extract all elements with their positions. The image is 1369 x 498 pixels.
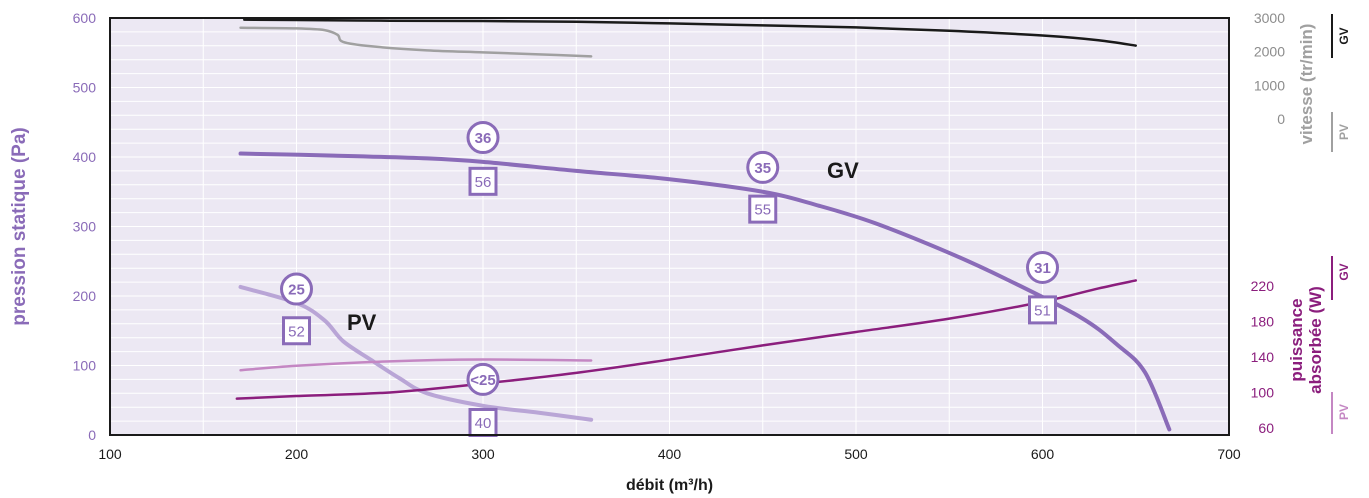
power-tick-label: 60 — [1258, 420, 1274, 436]
noise-marker: 55 — [748, 194, 778, 224]
y-tick-label: 200 — [73, 288, 97, 304]
series-line-speed-gv — [243, 18, 1137, 47]
ticks-layer: 100 200 300 400 500 600 7000100200300400500600… — [73, 10, 1286, 462]
noise-marker-box — [282, 316, 311, 346]
noise-marker-box — [1028, 295, 1057, 325]
y-tick-label: 0 — [88, 427, 96, 443]
noise-marker: 40 — [468, 407, 498, 437]
series-line-pressure-pv — [238, 284, 594, 422]
speed-tick-label: 3000 — [1254, 10, 1285, 26]
noise-marker: 56 — [468, 166, 498, 196]
series-line-power-pv — [239, 358, 593, 372]
plot-frame — [109, 17, 1230, 436]
speed-tick-label: 0 — [1277, 111, 1285, 127]
efficiency-marker-circle — [466, 362, 500, 396]
curve-label-pv: PV — [347, 310, 377, 335]
noise-marker-box — [748, 194, 778, 224]
efficiency-marker: <25 — [466, 362, 500, 396]
noise-marker-label: 52 — [288, 323, 305, 340]
y-axis-title: pression statique (Pa) — [9, 127, 30, 326]
efficiency-marker: 35 — [746, 150, 780, 184]
noise-marker-label: 55 — [754, 202, 771, 219]
power-gv-tag: GV — [1337, 263, 1351, 280]
efficiency-marker: 25 — [280, 272, 313, 306]
marker-layer: 36 35 31 25 <25 56 55 51 52 40 — [280, 121, 1059, 437]
efficiency-marker-circle — [280, 272, 313, 306]
series-line-pressure-gv — [238, 151, 1172, 432]
y-tick-label: 400 — [73, 149, 97, 165]
noise-marker-box — [468, 166, 498, 196]
efficiency-marker-label: <25 — [470, 372, 495, 389]
efficiency-marker-label: 36 — [475, 130, 492, 147]
efficiency-marker-label: 35 — [754, 160, 771, 177]
efficiency-marker-label: 31 — [1034, 260, 1051, 277]
noise-marker-label: 56 — [475, 174, 492, 191]
y-tick-label: 600 — [73, 10, 97, 26]
curve-label-gv: GV — [827, 158, 859, 183]
speed-tick-label: 2000 — [1254, 44, 1285, 60]
series-layer — [235, 14, 1333, 434]
noise-marker-label: 40 — [475, 415, 492, 432]
x-tick-label: 400 — [658, 446, 682, 462]
x-tick-label: 600 — [1031, 446, 1055, 462]
power-tick-label: 100 — [1251, 384, 1275, 400]
power-tick-label: 140 — [1251, 349, 1275, 365]
speed-gv-tag: GV — [1337, 27, 1351, 44]
x-tick-label: 300 — [471, 446, 495, 462]
noise-marker-label: 51 — [1034, 302, 1051, 319]
power-pv-tag: PV — [1337, 404, 1351, 420]
efficiency-marker-circle — [1026, 251, 1059, 285]
efficiency-marker: 31 — [1026, 251, 1059, 285]
power-axis-title-line1: puissance — [1287, 298, 1306, 381]
speed-axis-title: vitesse (tr/min) — [1297, 24, 1316, 145]
noise-marker: 51 — [1028, 295, 1057, 325]
power-axis-title-line2: absorbée (W) — [1306, 286, 1325, 394]
x-tick-label: 200 — [285, 446, 309, 462]
noise-marker: 52 — [282, 316, 311, 346]
x-axis-title: débit (m³/h) — [626, 477, 713, 494]
speed-tick-label: 1000 — [1254, 77, 1285, 93]
efficiency-marker-circle — [466, 121, 500, 155]
speed-pv-tag: PV — [1337, 124, 1351, 140]
power-tick-label: 180 — [1251, 313, 1275, 329]
x-tick-label: 100 — [98, 446, 122, 462]
x-tick-label: 500 — [844, 446, 868, 462]
power-tick-label: 220 — [1251, 278, 1275, 294]
x-tick-label: 700 — [1217, 446, 1241, 462]
y-tick-label: 500 — [73, 80, 97, 96]
efficiency-marker-label: 25 — [288, 282, 305, 299]
y-tick-label: 100 — [73, 358, 97, 374]
series-line-speed-pv — [239, 26, 593, 58]
efficiency-marker: 36 — [466, 121, 500, 155]
efficiency-marker-circle — [746, 150, 780, 184]
y-tick-label: 300 — [73, 219, 97, 235]
